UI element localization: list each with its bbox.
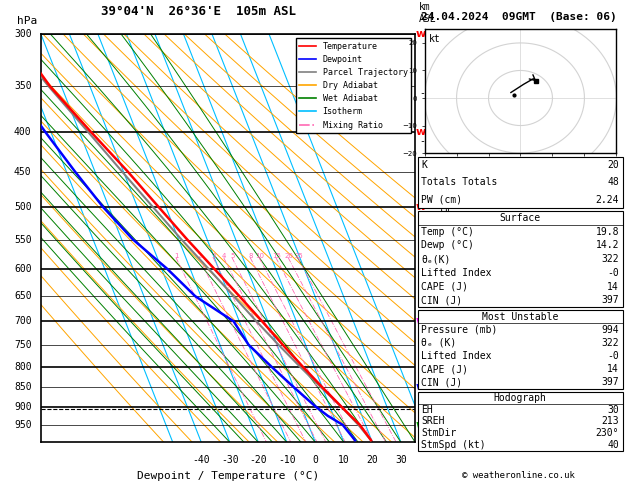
Text: -6: -6 [420,183,431,192]
Text: w: w [416,420,426,430]
Text: Lifted Index: Lifted Index [421,268,492,278]
Text: -2: -2 [420,360,431,369]
Text: 20: 20 [367,454,378,465]
Text: 2.24: 2.24 [596,194,619,205]
Legend: Temperature, Dewpoint, Parcel Trajectory, Dry Adiabat, Wet Adiabat, Isotherm, Mi: Temperature, Dewpoint, Parcel Trajectory… [296,38,411,133]
Text: 900: 900 [14,401,31,412]
Text: 15: 15 [272,253,281,259]
Text: -1: -1 [420,399,431,409]
Text: 0: 0 [313,454,318,465]
Text: Most Unstable: Most Unstable [482,312,559,322]
Text: PW (cm): PW (cm) [421,194,462,205]
Text: 10: 10 [338,454,350,465]
Text: 500: 500 [14,202,31,212]
Text: θₑ(K): θₑ(K) [421,254,451,264]
Text: w: w [416,29,426,39]
Text: w: w [416,316,426,326]
Text: 322: 322 [601,254,619,264]
Text: Hodograph: Hodograph [494,393,547,402]
Text: 350: 350 [14,81,31,91]
Text: 10: 10 [255,253,264,259]
Text: StmSpd (kt): StmSpd (kt) [421,440,486,450]
Text: 14.2: 14.2 [596,240,619,250]
Text: -4: -4 [420,273,431,283]
Text: 322: 322 [601,338,619,348]
Text: 550: 550 [14,235,31,244]
Text: 2: 2 [198,253,202,259]
Text: -0: -0 [607,351,619,361]
Text: 850: 850 [14,382,31,392]
Text: 1: 1 [174,253,179,259]
Text: 994: 994 [601,325,619,335]
Text: w: w [416,202,426,212]
Text: w: w [416,126,426,137]
Text: -8: -8 [420,88,431,98]
Text: -3: -3 [420,317,431,327]
Text: -10: -10 [278,454,296,465]
Text: hPa: hPa [16,16,37,26]
Text: 800: 800 [14,362,31,372]
Text: © weatheronline.co.uk: © weatheronline.co.uk [462,471,576,480]
Text: 20: 20 [284,253,293,259]
Text: 20: 20 [607,160,619,171]
Text: 400: 400 [14,126,31,137]
Text: 48: 48 [607,177,619,188]
Text: Totals Totals: Totals Totals [421,177,498,188]
Text: CAPE (J): CAPE (J) [421,281,469,292]
Text: EH: EH [421,404,433,415]
Text: Lifted Index: Lifted Index [421,351,492,361]
Text: 14: 14 [607,364,619,374]
Text: 5: 5 [230,253,235,259]
Text: 3: 3 [211,253,216,259]
Text: 25: 25 [294,253,303,259]
Text: -40: -40 [192,454,210,465]
Text: Temp (°C): Temp (°C) [421,226,474,237]
Text: Pressure (mb): Pressure (mb) [421,325,498,335]
Text: K: K [421,160,427,171]
Text: 40: 40 [607,440,619,450]
Text: 8: 8 [248,253,253,259]
Text: Dewpoint / Temperature (°C): Dewpoint / Temperature (°C) [137,471,319,481]
Text: CIN (J): CIN (J) [421,295,462,305]
Text: StmDir: StmDir [421,428,457,438]
Text: -20: -20 [250,454,267,465]
Text: Mixing Ratio (g/kg): Mixing Ratio (g/kg) [440,182,450,294]
Text: 450: 450 [14,167,31,176]
Text: w: w [416,382,426,392]
Text: 24.04.2024  09GMT  (Base: 06): 24.04.2024 09GMT (Base: 06) [421,12,617,22]
Text: Surface: Surface [499,213,541,223]
Text: 213: 213 [601,417,619,426]
Text: 4: 4 [222,253,226,259]
Text: -LCL: -LCL [420,404,443,414]
Text: 39°04'N  26°36'E  105m ASL: 39°04'N 26°36'E 105m ASL [101,5,296,17]
Text: -5: -5 [420,228,431,238]
Text: 300: 300 [14,29,31,39]
Text: CAPE (J): CAPE (J) [421,364,469,374]
Text: 397: 397 [601,377,619,387]
Text: Dewp (°C): Dewp (°C) [421,240,474,250]
Text: 30: 30 [607,404,619,415]
Text: 650: 650 [14,291,31,301]
Text: -30: -30 [221,454,238,465]
Text: 950: 950 [14,420,31,430]
Text: SREH: SREH [421,417,445,426]
Text: 750: 750 [14,340,31,350]
Text: 700: 700 [14,316,31,326]
Text: 600: 600 [14,264,31,274]
Text: kt: kt [428,34,440,44]
Text: -0: -0 [607,268,619,278]
Text: θₑ (K): θₑ (K) [421,338,457,348]
Text: 397: 397 [601,295,619,305]
Text: 19.8: 19.8 [596,226,619,237]
Text: 230°: 230° [596,428,619,438]
Text: 14: 14 [607,281,619,292]
Text: 30: 30 [395,454,407,465]
Text: CIN (J): CIN (J) [421,377,462,387]
Text: km
ASL: km ASL [419,2,437,24]
Text: -7: -7 [420,136,431,146]
